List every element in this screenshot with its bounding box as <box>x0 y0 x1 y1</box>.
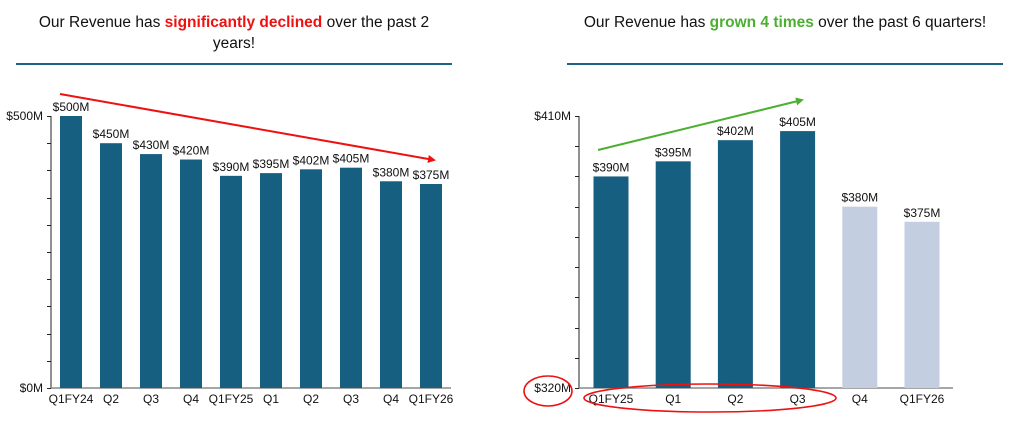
data-label: $405M <box>333 152 370 166</box>
x-tick-label: Q4 <box>183 392 199 406</box>
data-label: $402M <box>293 153 330 167</box>
right-title-divider <box>567 63 1003 65</box>
data-label: $450M <box>93 127 130 141</box>
data-label: $380M <box>373 165 410 179</box>
data-label: $375M <box>904 206 941 220</box>
x-tick-label: Q2 <box>727 392 743 406</box>
x-tick-label: Q3 <box>143 392 159 406</box>
data-label: $402M <box>717 124 754 138</box>
title-text: over the past 6 quarters! <box>813 14 987 31</box>
bar-q1fy26 <box>904 221 940 388</box>
highlight-ellipse-ymin <box>523 375 573 407</box>
annotations <box>59 93 837 413</box>
title-text: Our Revenue has <box>38 14 165 31</box>
x-tick-label: Q1 <box>263 392 279 406</box>
title-highlight-declined: significantly declined <box>164 14 323 31</box>
data-label: $390M <box>593 160 630 174</box>
left-title-divider <box>16 63 452 65</box>
right-bar-chart: $320M $410M $390M Q1FY25 $395M Q1 $402M Q2 $405M… <box>534 109 953 406</box>
x-tick-label: Q2 <box>103 392 119 406</box>
right-chart-title: Our Revenue has grown 4 times over the p… <box>567 12 1003 33</box>
bar-q4 <box>842 206 878 388</box>
y-tick-label-min: $0M <box>20 381 43 395</box>
bar-q2 <box>100 143 122 388</box>
bar-q2 <box>717 140 753 388</box>
data-label: $420M <box>173 144 210 158</box>
title-text: over the past 2 years! <box>212 14 430 52</box>
bar-q1 <box>655 161 691 388</box>
x-tick-label: Q1FY25 <box>589 392 634 406</box>
x-tick-label: Q2 <box>303 392 319 406</box>
data-label: $390M <box>213 160 250 174</box>
bar-q3 <box>780 131 816 388</box>
x-tick-label: Q1FY26 <box>409 392 454 406</box>
bar-q1 <box>260 173 282 388</box>
x-tick-label: Q4 <box>852 392 868 406</box>
title-text: Our Revenue has <box>583 14 710 31</box>
y-tick-label-min: $320M <box>534 381 571 395</box>
trend-down-arrow-icon <box>59 93 436 163</box>
x-tick-label: Q4 <box>383 392 399 406</box>
trend-up-arrow-icon <box>597 97 804 151</box>
bar-q2 <box>300 169 322 388</box>
data-label: $375M <box>413 168 450 182</box>
x-tick-label: Q1FY24 <box>49 392 94 406</box>
bar-q1fy25 <box>593 176 629 388</box>
bar-q3 <box>340 167 362 388</box>
bar-q3 <box>140 154 162 388</box>
bar-q4 <box>380 181 402 388</box>
y-tick-label-max: $500M <box>6 109 43 123</box>
title-highlight-grown: grown 4 times <box>709 14 814 31</box>
data-label: $405M <box>779 115 816 129</box>
highlight-ellipse-quarters <box>583 383 837 413</box>
data-label: $395M <box>253 157 290 171</box>
x-tick-label: Q3 <box>790 392 806 406</box>
data-label: $395M <box>655 145 692 159</box>
data-label: $430M <box>133 138 170 152</box>
x-tick-label: Q1FY25 <box>209 392 254 406</box>
bar-q1fy26 <box>420 184 442 388</box>
bar-q1fy24 <box>60 116 82 388</box>
bar-q1fy25 <box>220 175 242 388</box>
data-label: $500M <box>53 100 90 114</box>
x-tick-label: Q1 <box>665 392 681 406</box>
bar-q4 <box>180 159 202 388</box>
y-tick-label-max: $410M <box>534 109 571 123</box>
left-chart-title: Our Revenue has significantly declined o… <box>16 12 452 54</box>
x-tick-label: Q1FY26 <box>900 392 945 406</box>
x-tick-label: Q3 <box>343 392 359 406</box>
data-label: $380M <box>841 191 878 205</box>
left-bar-chart: $0M $500M $500M Q1FY24 $450M Q2 $430M Q3 $420M Q4… <box>6 100 453 406</box>
